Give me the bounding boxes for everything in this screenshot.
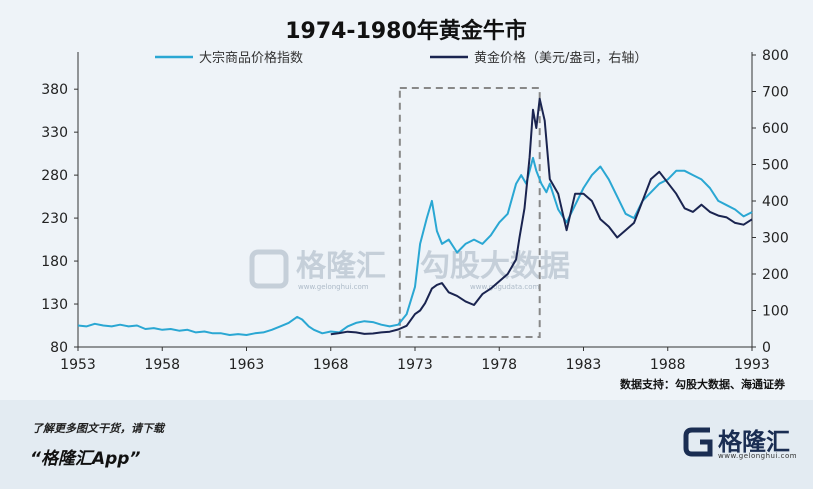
watermark-logo-icon (249, 249, 289, 289)
y-left-tick-label: 80 (50, 340, 68, 356)
x-tick-label: 1993 (734, 357, 770, 373)
y-right-tick-label: 0 (762, 340, 771, 356)
x-tick-label: 1973 (397, 357, 433, 373)
x-tick-label: 1958 (144, 357, 180, 373)
highlight-box (398, 87, 541, 338)
y-left-tick-label: 330 (41, 125, 68, 141)
y-right-tick-label: 500 (762, 158, 789, 174)
chart-area: 1974-1980年黄金牛市 大宗商品价格指数 黄金价格（美元/盎司，右轴） 格隆… (41, 18, 789, 391)
series-gold-price-line (330, 97, 753, 336)
chart-svg: 1974-1980年黄金牛市 大宗商品价格指数 黄金价格（美元/盎司，右轴） 格隆… (41, 18, 788, 373)
legend-label: 大宗商品价格指数 (199, 50, 303, 66)
watermark-brand: 格隆汇 (296, 249, 386, 284)
logo-text: 格隆汇 (718, 428, 790, 456)
watermark-brand-url: www.gelonghui.com (298, 283, 369, 291)
x-tick-label: 1953 (60, 357, 96, 373)
chart-title: 1974-1980年黄金牛市 (285, 18, 527, 44)
watermark-data-url: www.gogudata.com (470, 283, 539, 291)
y-right-tick-label: 300 (762, 231, 789, 247)
promo-line-2: “格隆汇App” (30, 449, 141, 469)
y-left-tick-label: 230 (41, 211, 68, 227)
y-right-tick-label: 100 (762, 304, 789, 320)
logo-g-icon (683, 427, 713, 457)
y-left-tick-label: 280 (41, 168, 68, 184)
y-left-tick-label: 180 (41, 254, 68, 270)
footer-band (0, 400, 813, 489)
y-right-tick-label: 200 (762, 267, 789, 283)
legend-label: 黄金价格（美元/盎司，右轴） (474, 50, 647, 66)
x-tick-label: 1963 (229, 357, 265, 373)
watermark-data: 勾股大数据 (420, 249, 570, 284)
legend: 大宗商品价格指数 黄金价格（美元/盎司，右轴） (155, 50, 647, 66)
x-tick-label: 1983 (566, 357, 602, 373)
x-tick-label: 1988 (650, 357, 686, 373)
x-tick-label: 1968 (313, 357, 349, 373)
source-note: 数据支持：勾股大数据、海通证券 (620, 378, 785, 391)
series-commodity-index-line (77, 156, 753, 336)
promo-line-1: 了解更多图文干货，请下载 (32, 422, 164, 435)
plot-area: 80 130 180 230 280 330 380 0 100 200 300 400 500 600 7… (41, 48, 788, 373)
x-tick-label: 1978 (481, 357, 517, 373)
y-left-tick-label: 130 (41, 297, 68, 313)
y-right-tick-label: 800 (762, 48, 789, 64)
brand-logo: 格隆汇 www.gelonghui.com (682, 420, 797, 464)
y-left-tick-label: 380 (41, 82, 68, 98)
y-right-tick-label: 600 (762, 121, 789, 137)
logo-url: www.gelonghui.com (718, 452, 798, 460)
y-right-tick-label: 400 (762, 194, 789, 210)
y-right-tick-label: 700 (762, 85, 789, 101)
